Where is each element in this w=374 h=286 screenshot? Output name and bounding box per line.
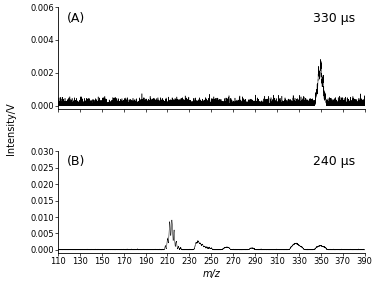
Text: 330 μs: 330 μs [313, 12, 355, 25]
Text: 240 μs: 240 μs [313, 154, 355, 168]
Text: (B): (B) [67, 154, 86, 168]
X-axis label: m/z: m/z [202, 269, 220, 279]
Text: Intensity/V: Intensity/V [6, 102, 16, 155]
Text: (A): (A) [67, 12, 85, 25]
